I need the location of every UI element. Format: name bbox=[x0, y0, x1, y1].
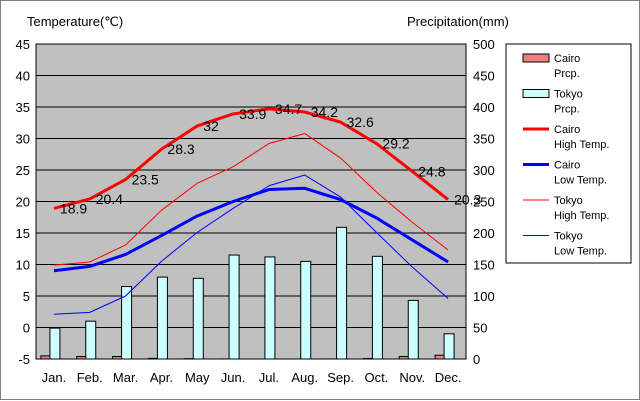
bar bbox=[337, 227, 347, 359]
y-left-tick-label: 0 bbox=[23, 321, 30, 336]
data-label: 24.8 bbox=[418, 163, 445, 179]
y-left-tick-labels: 45 40 35 30 25 20 15 10 5 0 -5 bbox=[16, 37, 30, 367]
x-tick-labels: Jan. Feb. Mar. Apr. May Jun. Jul. Aug. Sep. Oct. N… bbox=[42, 370, 462, 385]
legend-label: High Temp. bbox=[554, 210, 609, 222]
legend-label: High Temp. bbox=[554, 139, 609, 151]
legend-label: Prcp. bbox=[554, 104, 580, 116]
y-right-tick-label: 50 bbox=[473, 321, 487, 336]
data-label: 20.4 bbox=[96, 191, 123, 207]
bar bbox=[157, 277, 167, 359]
y-right-tick-label: 100 bbox=[473, 289, 495, 304]
x-tick-label: Sep. bbox=[327, 370, 354, 385]
x-tick-label: Jul. bbox=[259, 370, 279, 385]
y-left-tick-label: 35 bbox=[16, 100, 30, 115]
x-tick-label: Mar. bbox=[113, 370, 138, 385]
bar bbox=[193, 278, 203, 359]
y-right-tick-label: 150 bbox=[473, 258, 495, 273]
y-right-tick-label: 400 bbox=[473, 100, 495, 115]
bar bbox=[86, 321, 96, 359]
data-label: 32.6 bbox=[347, 114, 374, 130]
y-left-tick-label: 30 bbox=[16, 132, 30, 147]
y-right-axis-label: Precipitation(mm) bbox=[407, 14, 509, 29]
bar bbox=[444, 334, 454, 359]
y-right-tick-label: 300 bbox=[473, 163, 495, 178]
x-tick-label: Dec. bbox=[435, 370, 462, 385]
x-tick-label: Feb. bbox=[77, 370, 103, 385]
data-label: 32 bbox=[203, 118, 219, 134]
bar bbox=[301, 261, 311, 359]
y-right-tick-label: 0 bbox=[473, 352, 480, 367]
y-right-tick-label: 450 bbox=[473, 69, 495, 84]
y-right-tick-label: 350 bbox=[473, 132, 495, 147]
x-tick-label: Aug. bbox=[291, 370, 318, 385]
legend-label: Cairo bbox=[554, 124, 580, 136]
x-tick-label: Jun. bbox=[221, 370, 246, 385]
y-right-tick-label: 200 bbox=[473, 226, 495, 241]
y-left-tick-label: 20 bbox=[16, 195, 30, 210]
bar bbox=[50, 328, 60, 359]
y-left-tick-label: 15 bbox=[16, 226, 30, 241]
bar bbox=[408, 300, 418, 359]
y-left-axis-label: Temperature(℃) bbox=[27, 14, 123, 29]
legend-label: Tokyo bbox=[554, 231, 583, 243]
legend-label: Low Temp. bbox=[554, 246, 607, 258]
y-left-tick-label: 25 bbox=[16, 163, 30, 178]
data-label: 34.7 bbox=[275, 101, 302, 117]
legend-label: Tokyo bbox=[554, 89, 583, 101]
data-label: 34.2 bbox=[311, 104, 338, 120]
legend-label: Tokyo bbox=[554, 195, 583, 207]
bar bbox=[372, 256, 382, 359]
data-label: 18.9 bbox=[60, 200, 87, 216]
legend-label: Cairo bbox=[554, 160, 580, 172]
y-left-tick-label: 45 bbox=[16, 37, 30, 52]
x-tick-label: May bbox=[185, 370, 210, 385]
bar bbox=[265, 257, 275, 359]
data-label: 33.9 bbox=[239, 106, 266, 122]
x-tick-label: Oct. bbox=[364, 370, 388, 385]
y-left-tick-label: -5 bbox=[18, 352, 30, 367]
y-left-tick-label: 40 bbox=[16, 69, 30, 84]
y-left-tick-label: 5 bbox=[23, 289, 30, 304]
x-tick-label: Apr. bbox=[150, 370, 173, 385]
legend-label: Prcp. bbox=[554, 68, 580, 80]
legend-swatch bbox=[523, 54, 549, 62]
y-left-tick-label: 10 bbox=[16, 258, 30, 273]
y-right-tick-label: 500 bbox=[473, 37, 495, 52]
data-label: 29.2 bbox=[382, 136, 409, 152]
x-tick-label: Nov. bbox=[399, 370, 425, 385]
legend-swatch bbox=[523, 90, 549, 98]
bar bbox=[229, 255, 239, 359]
data-label: 28.3 bbox=[167, 141, 194, 157]
legend-label: Cairo bbox=[554, 53, 580, 65]
x-tick-label: Jan. bbox=[42, 370, 67, 385]
y-right-tick-label: 250 bbox=[473, 195, 495, 210]
data-label: 23.5 bbox=[132, 171, 159, 187]
legend-label: Low Temp. bbox=[554, 175, 607, 187]
